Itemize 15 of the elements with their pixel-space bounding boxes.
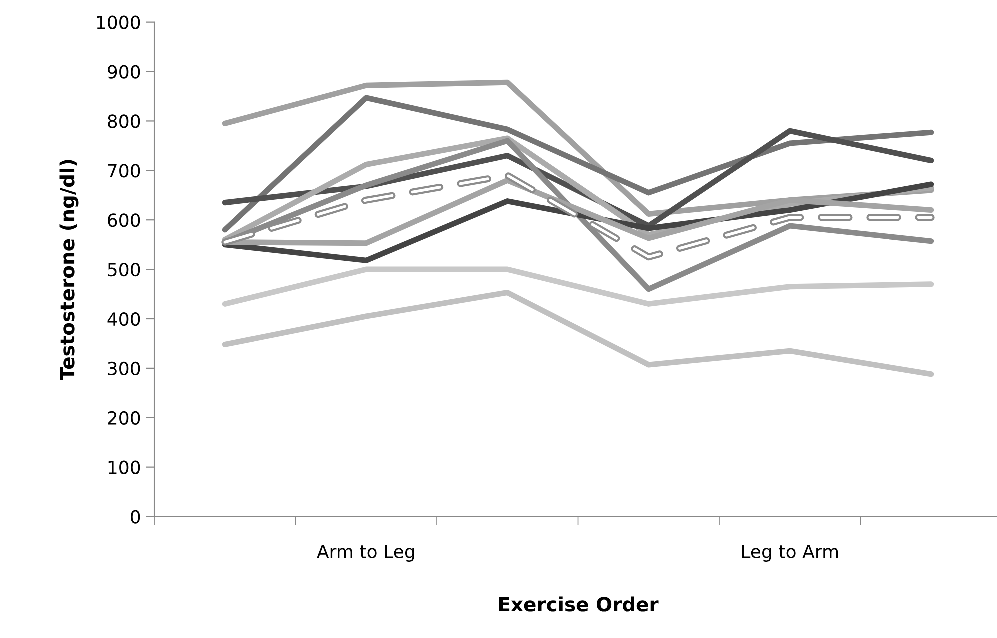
- y-tick-label: 200: [108, 411, 140, 426]
- y-tick-label: 300: [108, 362, 140, 376]
- x-tick-label: Leg to Arm: [742, 545, 838, 562]
- x-tick-label: Arm to Leg: [317, 545, 414, 562]
- y-axis-title: Testosterone (ng/dl): [60, 160, 79, 381]
- y-tick-label: 100: [108, 460, 140, 474]
- y-tick-label: 1000: [97, 16, 140, 30]
- y-tick-label: 700: [108, 164, 140, 178]
- y-tick-label: 600: [108, 214, 140, 228]
- x-axis-title: Exercise Order: [499, 596, 659, 612]
- y-tick-label: 400: [108, 312, 140, 326]
- y-tick-label: 0: [131, 510, 140, 524]
- y-tick-label: 500: [108, 263, 140, 277]
- y-tick-label: 900: [108, 65, 140, 79]
- y-tick-label: 800: [108, 114, 140, 128]
